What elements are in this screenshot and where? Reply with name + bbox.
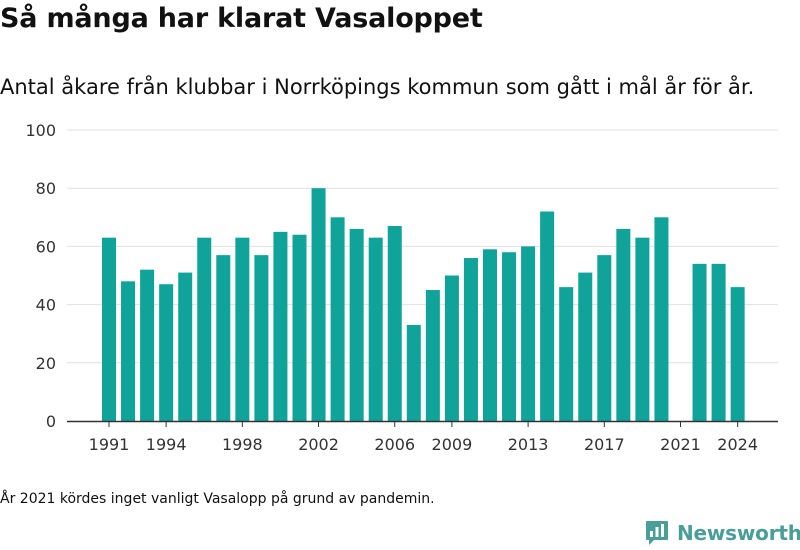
x-tick-label: 2017	[584, 435, 625, 454]
bar	[349, 228, 364, 421]
bar	[578, 272, 593, 421]
bar	[597, 255, 612, 421]
bar	[387, 226, 402, 421]
bar	[178, 272, 193, 421]
y-tick-label: 0	[46, 412, 56, 431]
bar	[463, 258, 478, 421]
bar	[292, 234, 307, 421]
y-tick-label: 20	[36, 354, 56, 373]
bar	[368, 237, 383, 421]
brand: Newsworthy	[645, 518, 800, 548]
bar	[254, 255, 269, 421]
x-tick-label: 2006	[374, 435, 415, 454]
bar	[102, 237, 116, 421]
bar	[273, 231, 288, 421]
y-tick-label: 100	[25, 121, 56, 140]
newsworthy-logo-icon	[646, 521, 668, 545]
x-tick-label: 2002	[298, 435, 339, 454]
y-tick-label: 60	[36, 237, 56, 256]
brand-name: Newsworthy	[677, 521, 800, 545]
bar	[330, 217, 345, 421]
chart-subtitle: Antal åkare från klubbar i Norrköpings k…	[0, 75, 755, 99]
bar	[483, 249, 497, 421]
bar	[540, 211, 555, 421]
bar	[425, 290, 440, 421]
bar	[406, 324, 421, 421]
bar	[159, 284, 174, 421]
y-tick-label: 80	[36, 179, 56, 198]
bar	[235, 237, 250, 421]
bar	[616, 228, 631, 421]
y-tick-label: 40	[36, 296, 56, 315]
bar	[140, 269, 155, 421]
bar	[197, 237, 212, 421]
x-tick-label: 2024	[717, 435, 758, 454]
x-tick-label: 1994	[146, 435, 187, 454]
bar	[730, 287, 745, 421]
bar	[635, 237, 650, 421]
x-tick-label: 2021	[660, 435, 701, 454]
bar	[692, 263, 707, 421]
x-tick-label: 2009	[432, 435, 473, 454]
x-tick-label: 2013	[508, 435, 549, 454]
bar	[521, 246, 536, 421]
bar	[559, 287, 574, 421]
x-tick-label: 1991	[89, 435, 130, 454]
bar	[711, 263, 726, 421]
bar	[654, 217, 669, 421]
bar	[121, 281, 136, 421]
footnote: År 2021 kördes inget vanligt Vasalopp på…	[0, 491, 435, 507]
chart-title: Så många har klarat Vasaloppet	[0, 3, 483, 34]
x-tick-label: 1998	[222, 435, 263, 454]
bar	[444, 275, 459, 421]
bar	[502, 252, 517, 421]
bar	[311, 188, 326, 421]
bar	[216, 255, 231, 421]
